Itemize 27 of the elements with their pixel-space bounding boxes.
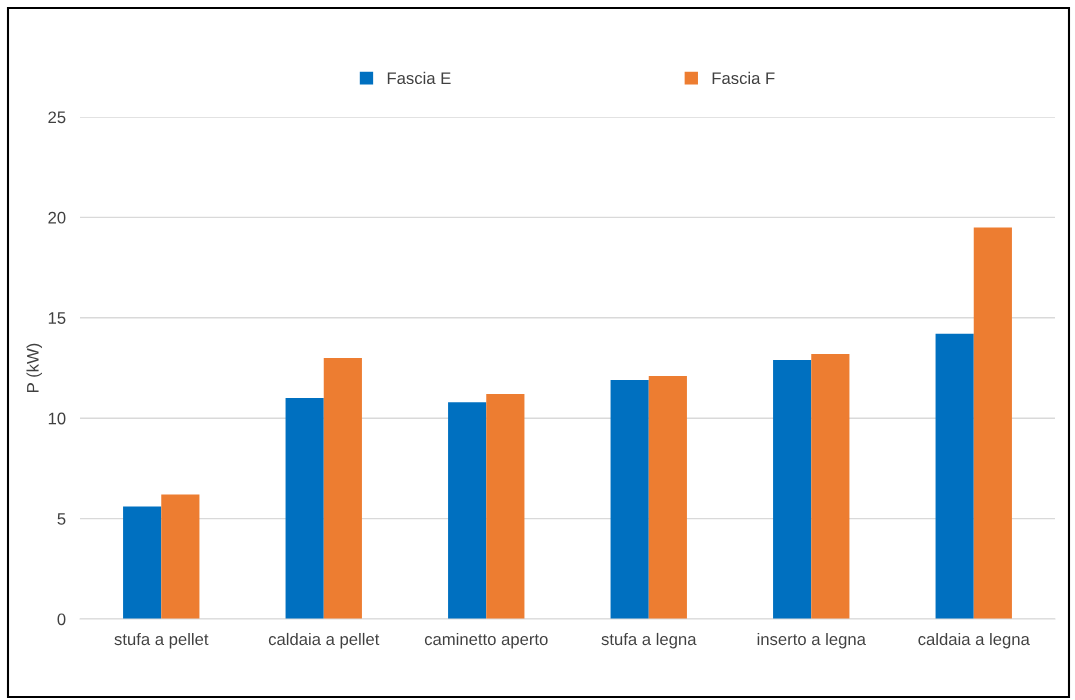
x-tick-label: stufa a pellet [114, 632, 209, 649]
x-tick-label: inserto a legna [757, 632, 866, 649]
bar [973, 227, 1012, 619]
legend-label: Fascia E [387, 71, 451, 85]
y-tick-label: 5 [57, 513, 66, 525]
y-tick-label: 10 [48, 412, 66, 425]
y-tick-label: 0 [57, 613, 66, 626]
x-tick-label: caminetto aperto [424, 632, 548, 649]
bar [610, 380, 649, 619]
bar [935, 333, 974, 619]
bar [648, 376, 687, 619]
bar [285, 398, 324, 619]
bar [486, 394, 525, 619]
bar [773, 359, 812, 619]
y-tick-label: 20 [48, 211, 66, 224]
y-tick-label: 25 [48, 111, 66, 124]
legend-label: Fascia F [712, 71, 775, 85]
y-axis-title: P (kW) [26, 343, 43, 392]
x-tick-label: stufa a legna [601, 632, 697, 649]
bar [323, 357, 362, 619]
x-tick-label: caldaia a pellet [268, 632, 380, 649]
bar [811, 353, 850, 619]
bar [161, 494, 200, 619]
bar [448, 402, 487, 619]
x-tick-label: caldaia a legna [918, 632, 1030, 649]
bar [123, 506, 162, 619]
y-tick-label: 15 [48, 312, 66, 324]
